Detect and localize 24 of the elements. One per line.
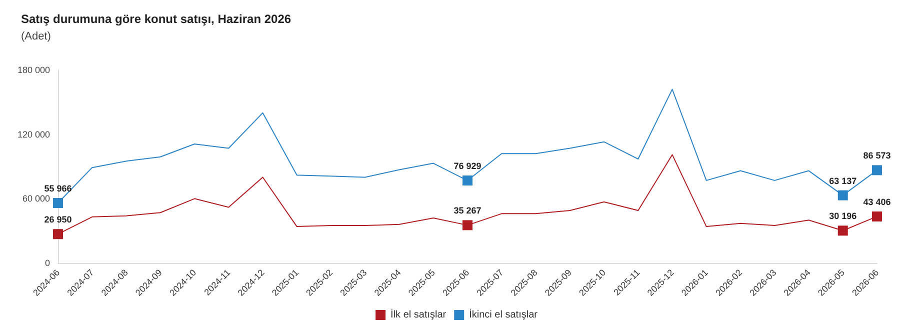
- data-label: 55 966: [44, 183, 72, 194]
- point: [462, 220, 472, 230]
- legend-label: İkinci el satışlar: [469, 308, 538, 320]
- point: [872, 211, 882, 222]
- point: [838, 190, 848, 200]
- data-label: 76 929: [454, 161, 482, 172]
- y-tick-label: 180 000: [17, 65, 50, 75]
- point: [462, 176, 472, 186]
- point: [838, 226, 848, 236]
- legend-label: İlk el satışlar: [390, 308, 447, 320]
- data-label: 63 137: [829, 176, 857, 186]
- point: [53, 229, 63, 240]
- data-label: 43 406: [863, 196, 891, 207]
- chart-title: Satış durumuna göre konut satışı, Haziran 2026: [21, 12, 292, 26]
- point: [53, 198, 63, 208]
- point: [872, 165, 882, 176]
- data-label: 26 950: [44, 214, 72, 225]
- y-tick-label: 0: [44, 258, 50, 268]
- y-tick-label: 120 000: [17, 129, 50, 140]
- data-label: 35 267: [454, 206, 482, 216]
- chart-subtitle: (Adet): [21, 30, 51, 42]
- y-tick-label: 60 000: [22, 194, 50, 204]
- data-label: 30 196: [829, 211, 857, 222]
- data-label: 86 573: [863, 150, 891, 161]
